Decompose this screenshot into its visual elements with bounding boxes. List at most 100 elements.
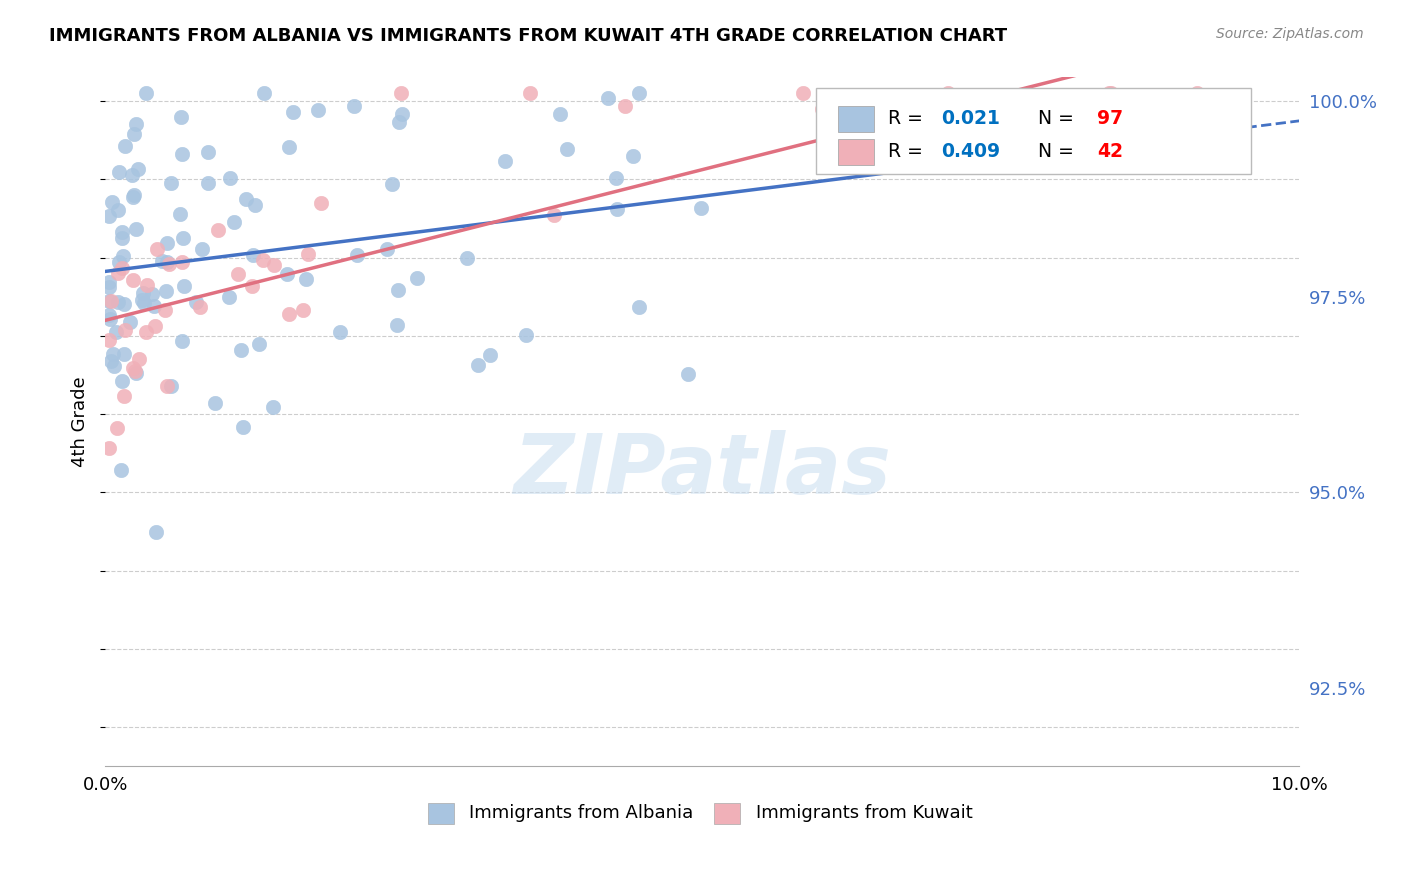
Point (111, 261, 134, 276)
Point (478, 348, 501, 362)
FancyBboxPatch shape (815, 87, 1251, 174)
Point (515, 327, 537, 342)
Text: Immigrants from Kuwait: Immigrants from Kuwait (756, 805, 973, 822)
Point (173, 279, 195, 293)
Text: N =: N = (1026, 143, 1080, 161)
Text: Source: ZipAtlas.com: Source: ZipAtlas.com (1216, 27, 1364, 41)
Point (606, 202, 628, 216)
Point (240, 279, 263, 293)
Point (519, 86, 541, 100)
Point (543, 208, 565, 222)
Point (141, 286, 163, 301)
Point (627, 86, 650, 100)
Point (145, 242, 167, 256)
Point (1099, 86, 1122, 100)
Point (613, 99, 636, 113)
Point (226, 267, 249, 281)
Point (495, 153, 517, 168)
Point (1229, 94, 1251, 108)
Point (235, 193, 257, 207)
Point (222, 215, 245, 229)
Point (128, 351, 150, 366)
Point (207, 223, 229, 237)
Point (605, 171, 627, 186)
Point (188, 300, 211, 314)
Point (329, 325, 352, 339)
Point (122, 127, 145, 141)
Point (156, 379, 179, 393)
Point (131, 293, 153, 307)
Point (627, 300, 650, 314)
Point (170, 255, 193, 269)
Point (110, 463, 132, 477)
Point (105, 325, 128, 339)
Point (142, 299, 165, 313)
Point (406, 271, 429, 285)
Point (375, 242, 398, 256)
Point (170, 147, 193, 161)
Point (114, 139, 136, 153)
Point (114, 323, 136, 337)
Point (97, 210, 120, 224)
Point (135, 277, 157, 292)
Point (124, 364, 146, 378)
Point (121, 168, 143, 182)
Point (160, 176, 183, 190)
Point (387, 283, 409, 297)
Point (153, 303, 176, 318)
Point (172, 231, 194, 245)
Point (97, 294, 120, 309)
Point (112, 389, 135, 403)
Point (100, 354, 122, 368)
Point (121, 361, 143, 376)
Point (124, 117, 146, 131)
Point (936, 86, 959, 100)
Point (127, 162, 149, 177)
Point (690, 202, 713, 216)
Point (159, 378, 181, 392)
Point (107, 202, 129, 217)
Point (1073, 102, 1095, 116)
Point (621, 149, 644, 163)
Point (134, 296, 156, 310)
Point (170, 334, 193, 348)
Point (112, 347, 135, 361)
Point (297, 247, 319, 261)
Point (100, 194, 122, 209)
Text: R =: R = (889, 143, 929, 161)
Point (219, 171, 242, 186)
Point (391, 106, 413, 120)
Point (97, 441, 120, 455)
Point (121, 190, 143, 204)
Point (1098, 86, 1121, 100)
Point (120, 315, 142, 329)
Point (155, 255, 177, 269)
FancyBboxPatch shape (714, 803, 741, 823)
Point (253, 86, 276, 100)
Point (132, 285, 155, 300)
Point (124, 366, 146, 380)
Point (150, 254, 173, 268)
FancyBboxPatch shape (838, 105, 875, 132)
Point (170, 111, 193, 125)
Point (385, 318, 408, 333)
Point (276, 268, 298, 282)
Point (169, 207, 191, 221)
Point (155, 284, 177, 298)
Point (278, 307, 301, 321)
Point (111, 374, 134, 388)
Point (810, 102, 832, 116)
Point (125, 221, 148, 235)
Point (103, 359, 125, 373)
Point (247, 336, 270, 351)
Text: N =: N = (1026, 110, 1080, 128)
Point (121, 273, 143, 287)
Point (101, 347, 124, 361)
Point (467, 358, 489, 372)
Point (307, 103, 329, 117)
Point (108, 255, 131, 269)
Point (197, 145, 219, 160)
Y-axis label: 4th Grade: 4th Grade (72, 376, 89, 467)
Point (135, 326, 157, 340)
Point (309, 195, 332, 210)
